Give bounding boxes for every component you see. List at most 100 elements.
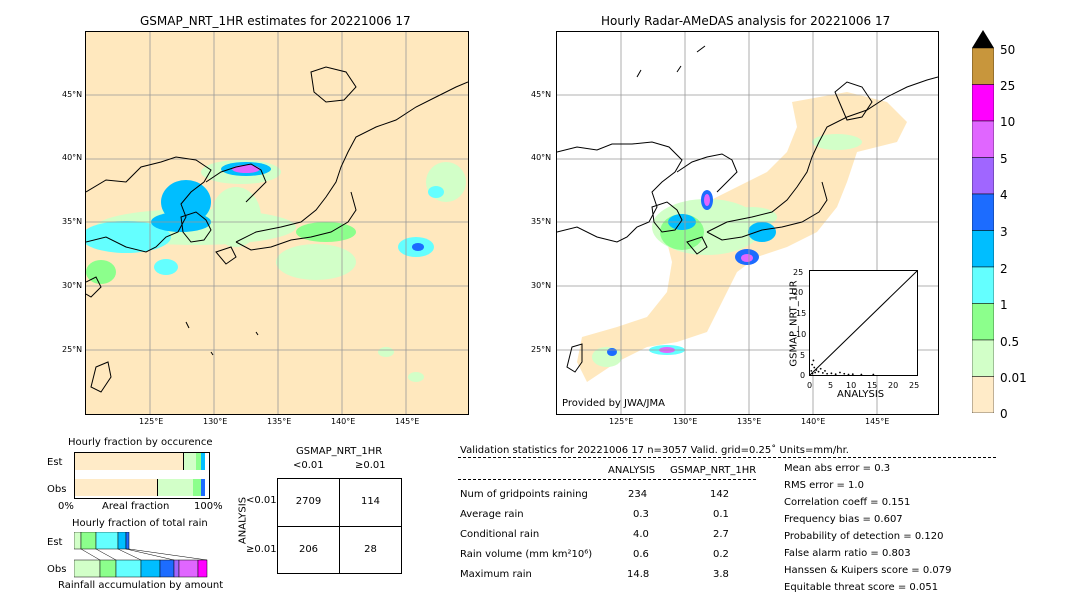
validation-row-gsmap-2: 2.7 [713,529,729,540]
score-far: False alarm ratio = 0.803 [784,548,911,559]
occurrence-axis-left: 0% [58,501,74,512]
colorbar-label-1: 1 [1000,298,1008,312]
colorbar-segment [972,120,994,158]
validation-row-label-4: Maximum rain [460,569,532,580]
score-ets: Equitable threat score = 0.051 [784,582,939,593]
left-lat-label-25: 25°N [62,345,83,354]
validation-row-gsmap-3: 0.2 [713,549,729,560]
scatter-canvas [810,271,917,375]
scatter-point [815,369,818,371]
occurrence-row-est: Est [47,457,63,468]
scatter-point [830,372,833,375]
total-rain-title: Hourly fraction of total rain [72,518,208,529]
colorbar-label-0.01: 0.01 [1000,371,1027,385]
colorbar-label-4: 4 [1000,188,1008,202]
validation-row-gsmap-1: 0.1 [713,509,729,520]
left-precip [86,160,466,382]
contingency-col-ge: ≥0.01 [355,460,386,471]
scatter-point [811,363,814,366]
scatter-point [839,371,841,374]
colorbar-label-2: 2 [1000,262,1008,276]
scatter-point [811,372,814,375]
colorbar [972,30,994,413]
right-lat-label-35: 35°N [531,217,552,226]
validation-header: Validation statistics for 20221006 17 n=… [460,445,849,456]
scatter-point [824,369,826,372]
scatter-x-tick-20: 20 [888,381,899,390]
occurrence-obs-heavy [201,479,205,496]
colorbar-segment [972,266,994,304]
contingency-row-ge: ≥0.01 [246,544,277,555]
right-lon-label-130: 130°E [673,417,698,426]
validation-row-analysis-1: 0.3 [633,509,649,520]
right-lat-label-30: 30°N [531,281,552,290]
left-lon-label-140: 140°E [331,417,356,426]
occurrence-title: Hourly fraction by occurence [68,437,213,448]
scatter-points [810,359,875,375]
left-lon-label-135: 135°E [267,417,292,426]
occurrence-est-mod [196,453,201,470]
radar-credit: Provided by JWA/JMA [562,398,665,409]
occurrence-est-dry [75,453,184,470]
left-lat-label-40: 40°N [62,153,83,162]
scatter-point [851,373,854,375]
colorbar-label-5: 5 [1000,152,1008,166]
scatter-x-tick-15: 15 [867,381,878,390]
validation-row-analysis-0: 234 [628,489,648,500]
total-rain-row-est: Est [47,537,63,548]
scatter-point [819,367,822,370]
colorbar-segment [972,193,994,231]
right-lat-label-45: 45°N [531,90,552,99]
colorbar-canvas [972,30,994,413]
right-lon-label-140: 140°E [801,417,826,426]
occurrence-row-obs: Obs [47,484,67,495]
scatter-point [834,373,837,375]
validation-col-gsmap: GSMAP_NRT_1HR [670,465,757,476]
score-corr: Correlation coeff = 0.151 [784,497,911,508]
scatter-point [813,366,816,369]
scatter-y-tick-0: 0 [800,371,806,380]
right-lat-label-25: 25°N [531,345,552,354]
score-rmse: RMS error = 1.0 [784,480,864,491]
validation-row-label-3: Rain volume (mm km²10⁶) [460,549,593,560]
right-coastline [557,45,938,373]
scatter-y-tick-5: 5 [800,351,806,360]
left-lat-label-35: 35°N [62,217,83,226]
validation-col-divider [458,479,756,480]
left-map-title: GSMAP_NRT_1HR estimates for 20221006 17 [140,14,411,28]
total-rain-bars [74,532,208,578]
contingency-cell-01: 114 [360,496,381,507]
occurrence-obs-light [158,479,193,496]
scatter-point [821,372,824,374]
right-lon-label-125: 125°E [609,417,634,426]
scatter-point [860,373,863,375]
validation-row-gsmap-0: 142 [710,489,730,500]
right-lon-label-145: 145°E [865,417,890,426]
occurrence-bars [74,452,210,499]
score-mae: Mean abs error = 0.3 [784,463,891,474]
scatter-x-tick-0: 0 [807,381,813,390]
left-map-canvas [86,32,468,414]
score-freq-bias: Frequency bias = 0.607 [784,514,903,525]
total-rain-canvas [74,532,208,578]
scatter-inset [809,270,918,376]
scatter-point [810,369,813,372]
occurrence-obs-mod [193,479,201,496]
contingency-col-lt: <0.01 [293,460,324,471]
scatter-point [843,372,846,375]
colorbar-segment [972,376,994,413]
scatter-x-tick-25: 25 [909,381,920,390]
scatter-point [872,373,875,375]
colorbar-segment [972,157,994,195]
colorbar-label-0: 0 [1000,407,1008,421]
validation-row-label-2: Conditional rain [460,529,540,540]
colorbar-segment [972,84,994,122]
colorbar-label-3: 3 [1000,225,1008,239]
colorbar-extend-arrow [972,30,994,48]
validation-row-label-0: Num of gridpoints raining [460,489,588,500]
colorbar-label-10: 10 [1000,115,1016,129]
contingency-cell-10: 206 [298,544,319,555]
contingency-cell-11: 28 [364,544,377,555]
validation-row-analysis-2: 4.0 [633,529,649,540]
scatter-point [847,373,850,375]
